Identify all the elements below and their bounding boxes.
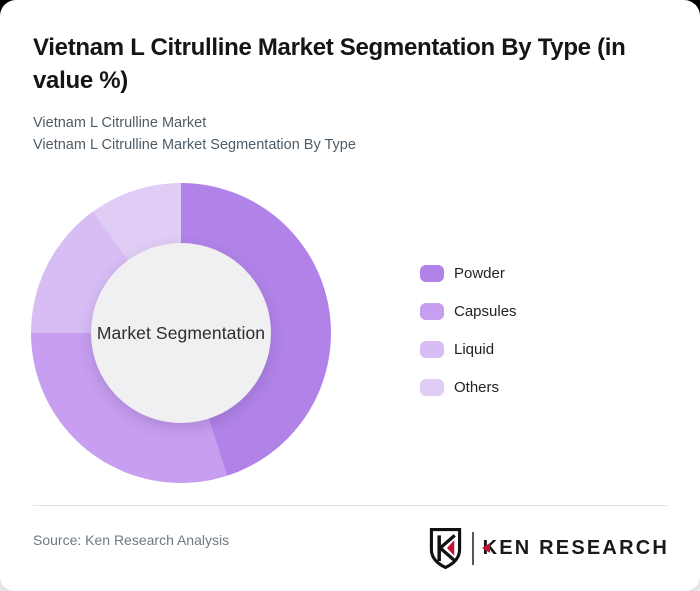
legend-item-powder[interactable]: Powder [420, 265, 517, 282]
chart-title: Vietnam L Citrulline Market Segmentation… [33, 34, 626, 94]
legend-label: Capsules [454, 303, 517, 320]
donut-hole: Market Segmentation [91, 243, 271, 423]
chart-legend: Powder Capsules Liquid Others [420, 265, 517, 417]
source-text: Source: Ken Research Analysis [33, 532, 230, 548]
ken-research-shield-icon [429, 527, 461, 569]
legend-label: Liquid [454, 341, 495, 358]
legend-swatch-icon [420, 379, 444, 396]
shield-red-triangle-icon [446, 539, 454, 556]
chart-subtitle: Vietnam L Citrulline Market Vietnam L Ci… [33, 113, 356, 156]
legend-item-liquid[interactable]: Liquid [420, 341, 517, 358]
footer-divider [33, 505, 667, 506]
legend-swatch-icon [420, 303, 444, 320]
legend-label: Powder [454, 265, 505, 282]
donut-chart[interactable]: Market Segmentation [31, 183, 331, 483]
ken-research-logo: KEN RESEARCH [428, 526, 669, 570]
logo-k-triangle-icon [481, 543, 490, 553]
logo-divider [471, 531, 474, 565]
legend-swatch-icon [420, 341, 444, 358]
legend-item-capsules[interactable]: Capsules [420, 303, 517, 320]
logo-brand-text: KEN RESEARCH [482, 536, 669, 559]
legend-item-others[interactable]: Others [420, 379, 517, 396]
subtitle-line-1: Vietnam L Citrulline Market [33, 115, 207, 131]
legend-label: Others [454, 379, 500, 396]
subtitle-line-2: Vietnam L Citrulline Market Segmentation… [33, 136, 356, 153]
donut-center-label: Market Segmentation [96, 322, 266, 343]
legend-swatch-icon [420, 265, 444, 282]
